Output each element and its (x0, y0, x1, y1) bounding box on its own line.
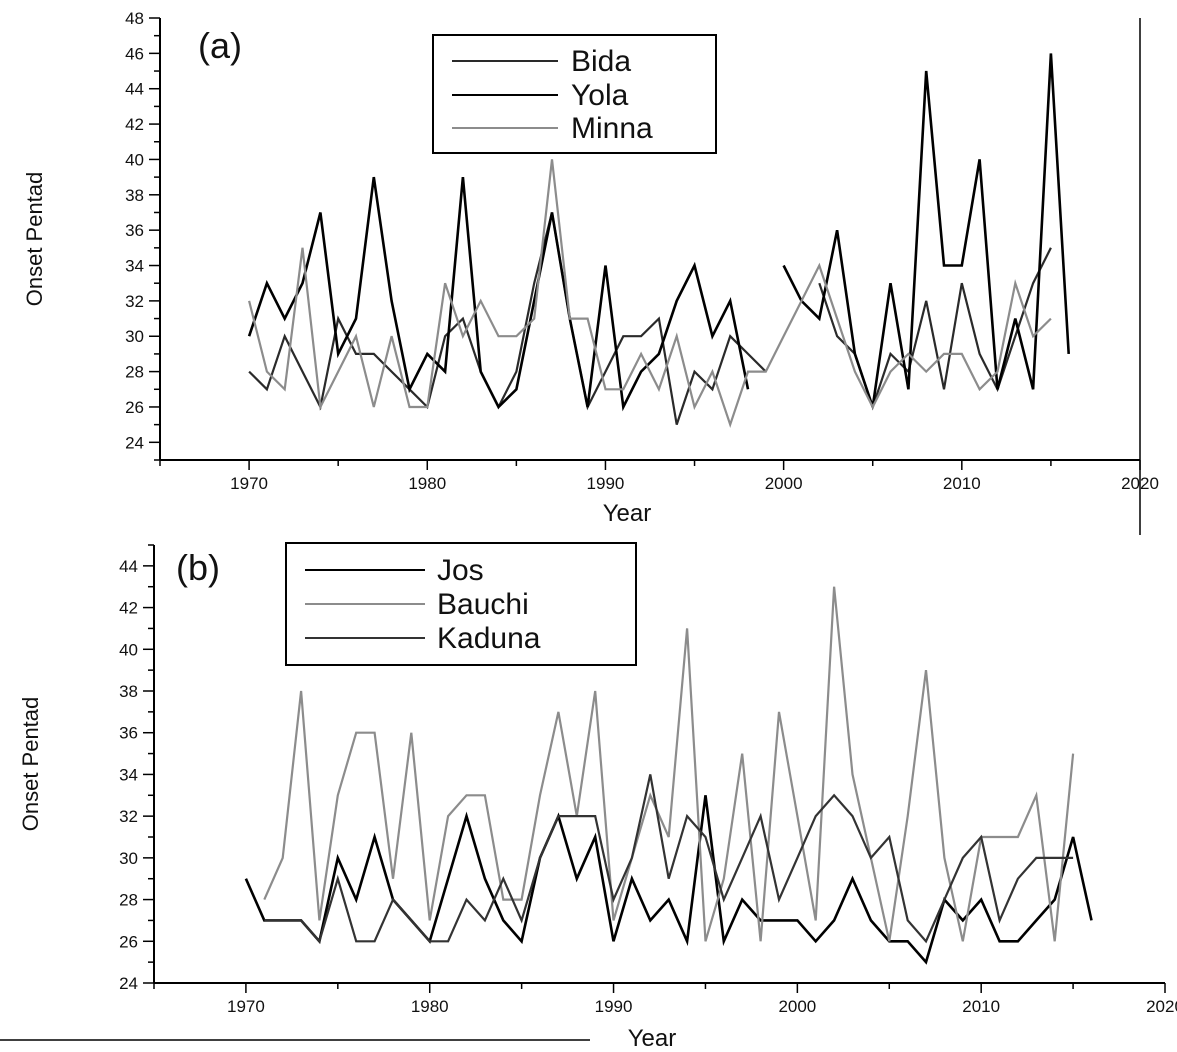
y-tick-label: 34 (125, 257, 144, 276)
y-axis-title: Onset Pentad (18, 697, 43, 832)
y-tick-label: 40 (119, 640, 138, 659)
legend-label-bauchi: Bauchi (437, 588, 529, 621)
legend-label-yola: Yola (571, 79, 629, 112)
x-tick-label: 2020 (1146, 997, 1177, 1016)
series-lines (244, 586, 1093, 965)
series-line-jos (244, 795, 1093, 965)
chart-panel-a: 24 26 28 30 32 34 36 38 40 42 44 46 48 1970 1980 1990 2… (22, 9, 1159, 535)
x-tick-label: 2020 (1121, 474, 1159, 493)
y-tick-label: 46 (125, 44, 144, 63)
x-tick-label: 1980 (411, 997, 449, 1016)
y-tick-label: 30 (125, 327, 144, 346)
x-axis-title: Year (628, 1025, 677, 1052)
y-tick-label: 44 (125, 80, 144, 99)
series-line-kaduna (264, 774, 1074, 944)
legend-label-minna: Minna (571, 112, 653, 145)
y-tick-label: 36 (119, 724, 138, 743)
legend-label-bida: Bida (571, 45, 631, 78)
x-tick-label: 2010 (962, 997, 1000, 1016)
y-tick-label: 24 (119, 974, 138, 993)
y-tick-label: 30 (119, 849, 138, 868)
legend-label-jos: Jos (437, 554, 484, 587)
x-tick-label: 1970 (230, 474, 268, 493)
y-ticks: 24 26 28 30 32 34 36 38 40 42 44 (119, 544, 154, 993)
y-tick-label: 42 (125, 115, 144, 134)
x-ticks: 1970 1980 1990 2000 2010 2020 (159, 460, 1159, 493)
x-tick-label: 1970 (227, 997, 265, 1016)
x-tick-label: 2000 (765, 474, 803, 493)
y-tick-label: 42 (119, 599, 138, 618)
x-tick-label: 1990 (595, 997, 633, 1016)
y-tick-label: 36 (125, 221, 144, 240)
panel-label: (a) (198, 25, 242, 66)
series-line-minna (248, 159, 1052, 429)
series-line-yola (247, 53, 1070, 412)
series-line-bauchi (263, 586, 1075, 942)
y-tick-label: 26 (125, 398, 144, 417)
y-tick-label: 28 (125, 363, 144, 382)
y-tick-label: 24 (125, 433, 144, 452)
x-tick-label: 1980 (408, 474, 446, 493)
chart-panel-b: 24 26 28 30 32 34 36 38 40 42 44 1970 1980 1990 2000 2… (18, 542, 1177, 1052)
legend: Bida Yola Minna (432, 34, 717, 154)
series-lines (247, 53, 1070, 429)
x-tick-label: 2000 (778, 997, 816, 1016)
x-ticks: 1970 1980 1990 2000 2010 2020 (153, 983, 1177, 1016)
panel-label: (b) (176, 547, 220, 588)
x-axis-title: Year (603, 500, 652, 527)
y-tick-label: 48 (125, 9, 144, 28)
y-tick-label: 40 (125, 150, 144, 169)
y-tick-label: 28 (119, 891, 138, 910)
y-tick-label: 44 (119, 557, 138, 576)
y-ticks: 24 26 28 30 32 34 36 38 40 42 44 46 48 (125, 9, 160, 461)
legend: Jos Bauchi Kaduna (285, 542, 637, 666)
y-tick-label: 32 (119, 807, 138, 826)
legend-label-kaduna: Kaduna (437, 622, 541, 655)
y-axis-title: Onset Pentad (22, 172, 47, 307)
x-tick-label: 2010 (943, 474, 981, 493)
x-tick-label: 1990 (587, 474, 625, 493)
y-tick-label: 34 (119, 765, 138, 784)
y-tick-label: 26 (119, 932, 138, 951)
y-tick-label: 38 (119, 682, 138, 701)
y-tick-label: 38 (125, 186, 144, 205)
y-tick-label: 32 (125, 292, 144, 311)
